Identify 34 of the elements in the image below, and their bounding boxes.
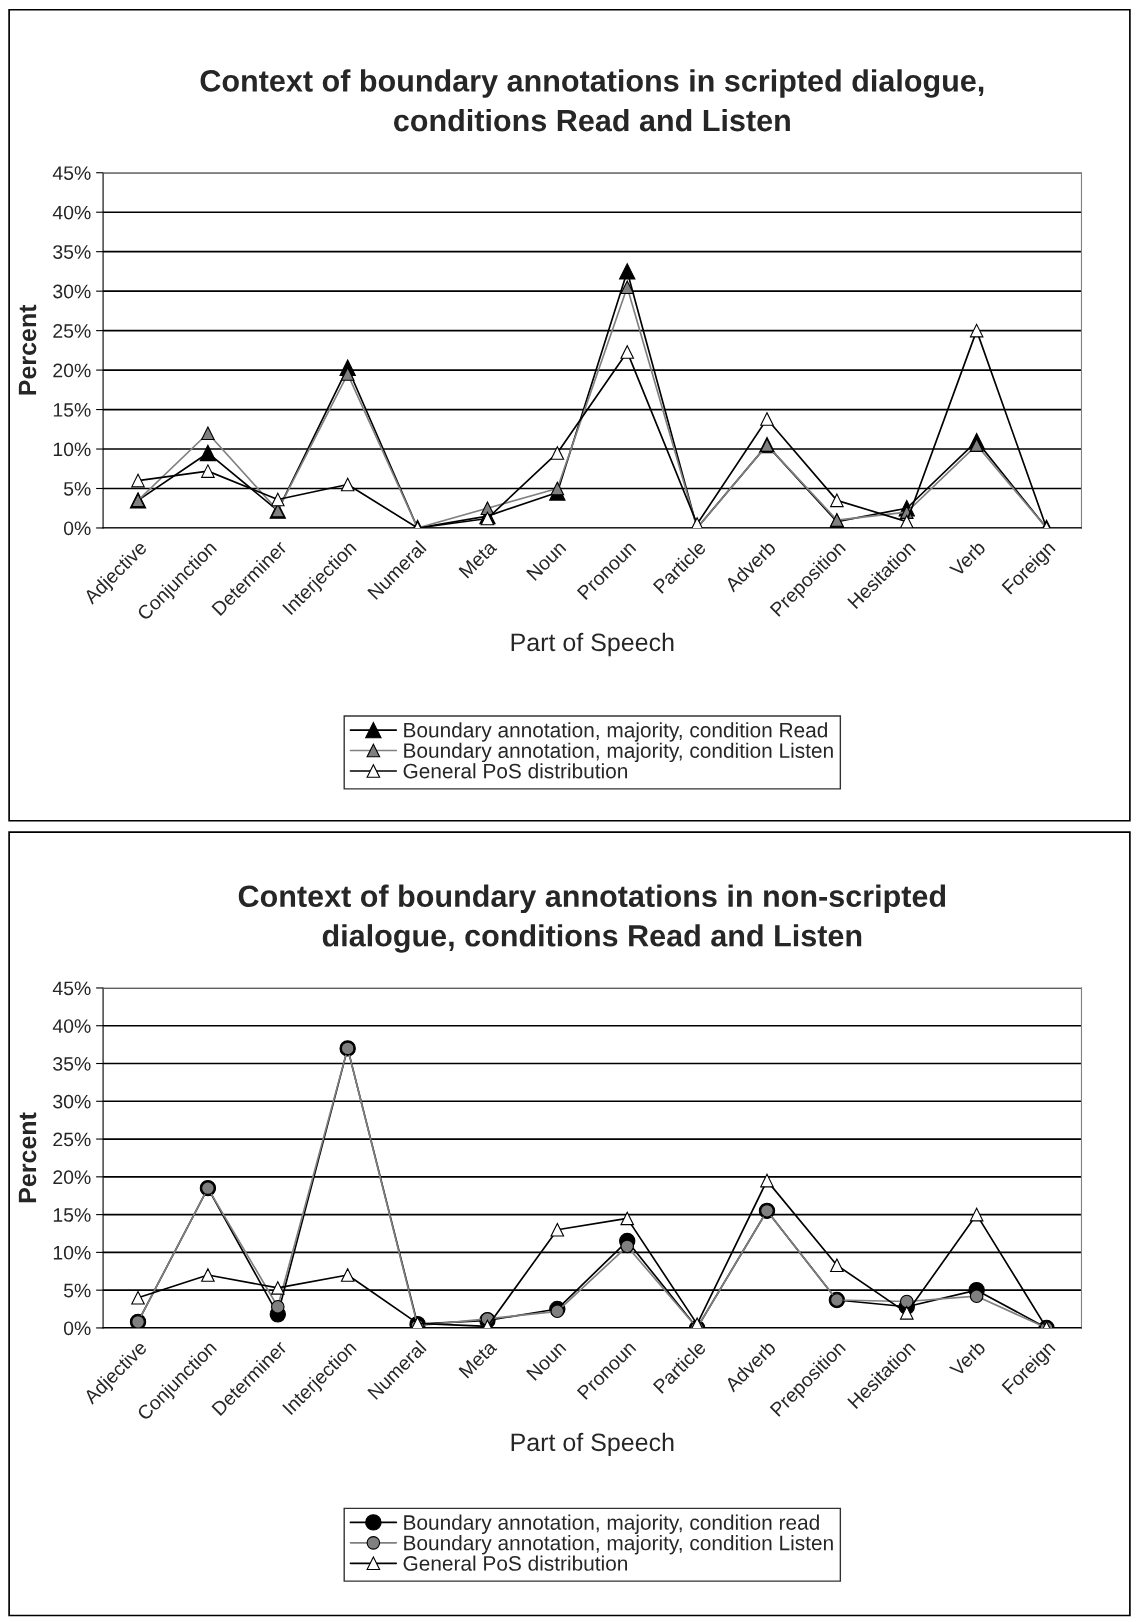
y-axis-title: Percent xyxy=(18,304,37,395)
y-tick-label: 35% xyxy=(53,1056,91,1071)
y-tick-label: 20% xyxy=(53,1170,91,1185)
y-tick-label: 15% xyxy=(53,1208,91,1222)
y-tick-label: 30% xyxy=(53,1094,91,1109)
y-tick-label: 25% xyxy=(53,1132,91,1147)
y-tick-label: 45% xyxy=(52,981,91,996)
y-tick-label: 40% xyxy=(52,1019,91,1033)
legend-label: General PoS distribution xyxy=(403,1555,627,1571)
chart-title: Context of boundary annotations in non-scripted dialogue, conditions Read and Listen xyxy=(238,884,946,953)
legend-label: General PoS distribution xyxy=(403,763,627,779)
legend-label: Boundary annotation, majority, condition read xyxy=(404,1514,819,1534)
y-tick-label: 20% xyxy=(53,363,91,378)
chart-title: Context of boundary annotations in scripted dialogue, conditions Read and Listen xyxy=(200,69,984,132)
y-tick-label: 45% xyxy=(52,166,91,180)
y-tick-label: 0% xyxy=(63,1321,91,1336)
y-tick-label: 5% xyxy=(63,1283,91,1298)
y-tick-label: 10% xyxy=(53,1245,91,1260)
legend-label: Boundary annotation, majority, condition Read xyxy=(404,722,828,742)
legend-label: Boundary annotation, majority, condition Listen xyxy=(404,742,833,763)
y-tick-label: 35% xyxy=(53,245,91,259)
y-tick-label: 10% xyxy=(53,442,91,457)
x-tick-label: Verb xyxy=(948,539,987,578)
y-tick-label: 15% xyxy=(53,403,91,417)
y-tick-label: 0% xyxy=(63,521,91,536)
x-tick-label: Verb xyxy=(948,1339,987,1378)
y-tick-label: 25% xyxy=(53,324,91,338)
legend-label: Boundary annotation, majority, condition Listen xyxy=(404,1535,833,1555)
y-tick-label: 30% xyxy=(53,284,91,299)
y-tick-label: 40% xyxy=(52,205,91,220)
x-axis-title: Part of Speech xyxy=(511,1432,674,1457)
y-tick-label: 5% xyxy=(63,482,91,496)
x-axis-title: Part of Speech xyxy=(511,632,674,657)
y-axis-title: Percent xyxy=(18,1112,37,1203)
